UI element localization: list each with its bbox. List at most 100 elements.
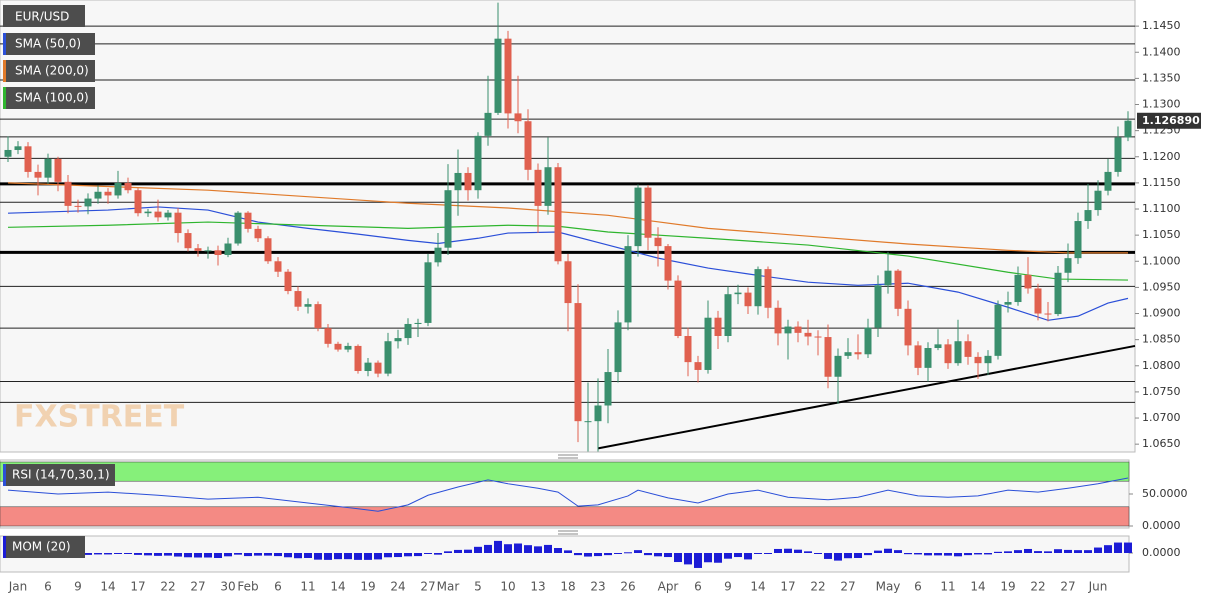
candle-body xyxy=(794,326,802,333)
mom-bar xyxy=(1024,548,1032,553)
candle-body xyxy=(444,190,452,248)
x-tick-label: 11 xyxy=(300,580,315,594)
mom-bar xyxy=(364,553,372,560)
mom-bar xyxy=(1084,550,1092,553)
x-tick-label: Jan xyxy=(8,580,28,594)
last-price-tag xyxy=(1137,112,1201,129)
candle-body xyxy=(724,294,732,336)
candle-body xyxy=(524,121,532,170)
candle-body xyxy=(934,344,942,349)
mom-bar xyxy=(334,553,342,560)
mom-bar xyxy=(264,553,272,556)
candle-body xyxy=(1104,171,1112,191)
x-tick-label: 23 xyxy=(590,580,605,594)
y-tick-label: 1.1100 xyxy=(1142,202,1181,215)
candle-body xyxy=(294,291,302,307)
mom-bar xyxy=(304,553,312,558)
x-tick-label: Mar xyxy=(437,580,460,594)
candle-body xyxy=(274,261,282,272)
mom-bar xyxy=(784,548,792,553)
candle-body xyxy=(154,211,162,218)
candle-body xyxy=(564,261,572,304)
candle-body xyxy=(44,158,52,178)
candle-body xyxy=(1044,313,1052,315)
candle-body xyxy=(1054,272,1062,315)
candle-body xyxy=(534,169,542,206)
x-tick-label: 9 xyxy=(74,580,82,594)
candle-body xyxy=(854,352,862,355)
candle-body xyxy=(754,269,762,307)
mom-bar xyxy=(174,553,182,557)
mom-bar xyxy=(724,553,732,559)
candle-body xyxy=(4,149,12,157)
mom-bar xyxy=(754,553,762,554)
candle-body xyxy=(954,341,962,364)
mom-bar xyxy=(234,553,242,555)
candle-body xyxy=(684,335,692,363)
candle-body xyxy=(994,304,1002,356)
mom-bar xyxy=(864,553,872,556)
mom-bar xyxy=(1114,542,1122,553)
x-tick-label: 17 xyxy=(130,580,145,594)
mom-bar xyxy=(944,553,952,556)
mom-bar xyxy=(604,553,612,556)
pane-handle[interactable] xyxy=(558,454,578,535)
indicator-legend-swatch xyxy=(3,464,6,486)
candle-body xyxy=(394,338,402,342)
mom-bar xyxy=(84,553,92,555)
mom-bar xyxy=(384,553,392,558)
mom-bar xyxy=(634,550,642,553)
mom-bar xyxy=(344,553,352,560)
symbol-box xyxy=(3,5,85,27)
x-tick-label: 9 xyxy=(724,580,732,594)
x-tick-label: 14 xyxy=(970,580,985,594)
sma-line xyxy=(7,182,1128,254)
mom-bar xyxy=(294,553,302,559)
mom-bar xyxy=(254,553,262,556)
candle-body xyxy=(364,362,372,372)
mom-bar xyxy=(774,548,782,553)
candle-body xyxy=(194,248,202,251)
candle-body xyxy=(584,421,592,423)
candle-body xyxy=(54,158,62,182)
candle-body xyxy=(144,211,152,214)
mom-bar xyxy=(184,553,192,558)
candle-body xyxy=(24,146,32,172)
symbol-label: EUR/USD xyxy=(15,10,69,24)
candle-body xyxy=(574,303,582,422)
candle-body xyxy=(134,190,142,214)
candle-body xyxy=(94,191,102,199)
mom-bar xyxy=(1064,549,1072,553)
mom-bar xyxy=(824,553,832,559)
candle-body xyxy=(914,345,922,368)
mom-bar xyxy=(954,553,962,557)
candle-body xyxy=(1114,137,1122,172)
mom-bar xyxy=(884,548,892,553)
candle-body xyxy=(924,348,932,368)
candle-body xyxy=(1094,190,1102,211)
candle-body xyxy=(514,113,522,122)
indicator-legend-label: RSI (14,70,30,1) xyxy=(12,468,110,482)
candle-body xyxy=(1014,274,1022,303)
candle-body xyxy=(644,187,652,238)
mom-bar xyxy=(154,553,162,556)
mom-bar xyxy=(94,553,102,555)
candle-body xyxy=(694,362,702,370)
mom-bar xyxy=(994,551,1002,553)
x-tick-label: 13 xyxy=(530,580,545,594)
mom-bar xyxy=(504,544,512,553)
candle-body xyxy=(824,337,832,377)
candle-body xyxy=(654,237,662,247)
candle-body xyxy=(884,270,892,286)
y-tick-label: 1.0650 xyxy=(1142,437,1181,450)
mom-bar xyxy=(324,553,332,560)
mom-bar xyxy=(284,553,292,558)
x-tick-label: 26 xyxy=(620,580,635,594)
mom-bar xyxy=(674,553,682,563)
last-price-label: 1.126890 xyxy=(1142,114,1200,127)
x-tick-label: 14 xyxy=(750,580,765,594)
x-tick-label: 19 xyxy=(360,580,375,594)
y-tick-label: 1.0900 xyxy=(1142,307,1181,320)
y-tick-label: 1.1300 xyxy=(1142,98,1181,111)
mom-bar xyxy=(524,545,532,553)
